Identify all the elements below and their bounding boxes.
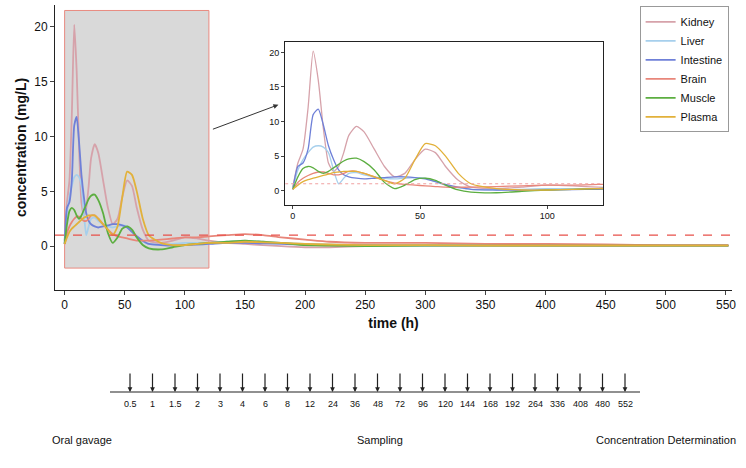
svg-text:250: 250	[355, 298, 375, 312]
svg-text:time (h): time (h)	[368, 315, 419, 331]
svg-text:Brain: Brain	[681, 73, 707, 85]
svg-text:concentration (mg/L): concentration (mg/L)	[13, 78, 29, 217]
svg-text:480: 480	[595, 399, 610, 409]
svg-text:350: 350	[475, 298, 495, 312]
svg-text:500: 500	[656, 298, 676, 312]
svg-text:20: 20	[34, 20, 48, 34]
svg-text:20: 20	[269, 48, 279, 58]
svg-text:24: 24	[328, 399, 338, 409]
svg-text:10: 10	[269, 117, 279, 127]
svg-text:15: 15	[269, 82, 279, 92]
svg-text:120: 120	[438, 399, 453, 409]
svg-text:50: 50	[415, 211, 425, 221]
svg-text:408: 408	[573, 399, 588, 409]
svg-text:Oral gavage: Oral gavage	[52, 434, 112, 446]
svg-text:Kidney: Kidney	[681, 16, 715, 28]
svg-text:Liver: Liver	[681, 35, 705, 47]
svg-text:Intestine: Intestine	[681, 54, 723, 66]
svg-text:Concentration Determination: Concentration Determination	[596, 434, 736, 446]
svg-text:Plasma: Plasma	[681, 111, 719, 123]
svg-text:96: 96	[418, 399, 428, 409]
svg-text:12: 12	[305, 399, 315, 409]
svg-text:450: 450	[596, 298, 616, 312]
svg-text:192: 192	[505, 399, 520, 409]
svg-text:300: 300	[415, 298, 435, 312]
svg-text:0.5: 0.5	[124, 399, 137, 409]
svg-text:1.5: 1.5	[169, 399, 182, 409]
svg-text:5: 5	[41, 185, 48, 199]
svg-text:0: 0	[61, 298, 68, 312]
svg-text:72: 72	[395, 399, 405, 409]
svg-text:5: 5	[274, 151, 279, 161]
svg-text:550: 550	[716, 298, 736, 312]
svg-text:8: 8	[285, 399, 290, 409]
svg-text:4: 4	[240, 399, 245, 409]
svg-text:36: 36	[350, 399, 360, 409]
svg-text:264: 264	[528, 399, 543, 409]
svg-text:0: 0	[290, 211, 295, 221]
svg-text:150: 150	[235, 298, 255, 312]
svg-text:0: 0	[41, 239, 48, 253]
svg-text:10: 10	[34, 130, 48, 144]
svg-text:6: 6	[263, 399, 268, 409]
svg-text:200: 200	[295, 298, 315, 312]
svg-text:48: 48	[373, 399, 383, 409]
svg-text:336: 336	[550, 399, 565, 409]
svg-text:400: 400	[536, 298, 556, 312]
svg-text:Sampling: Sampling	[357, 434, 403, 446]
svg-text:1: 1	[150, 399, 155, 409]
svg-text:15: 15	[34, 75, 48, 89]
svg-text:2: 2	[195, 399, 200, 409]
svg-text:144: 144	[460, 399, 475, 409]
svg-text:50: 50	[118, 298, 132, 312]
svg-text:168: 168	[483, 399, 498, 409]
svg-text:0: 0	[274, 186, 279, 196]
svg-text:552: 552	[618, 399, 633, 409]
svg-text:3: 3	[218, 399, 223, 409]
svg-text:100: 100	[175, 298, 195, 312]
svg-text:Muscle: Muscle	[681, 92, 716, 104]
svg-text:100: 100	[540, 211, 555, 221]
